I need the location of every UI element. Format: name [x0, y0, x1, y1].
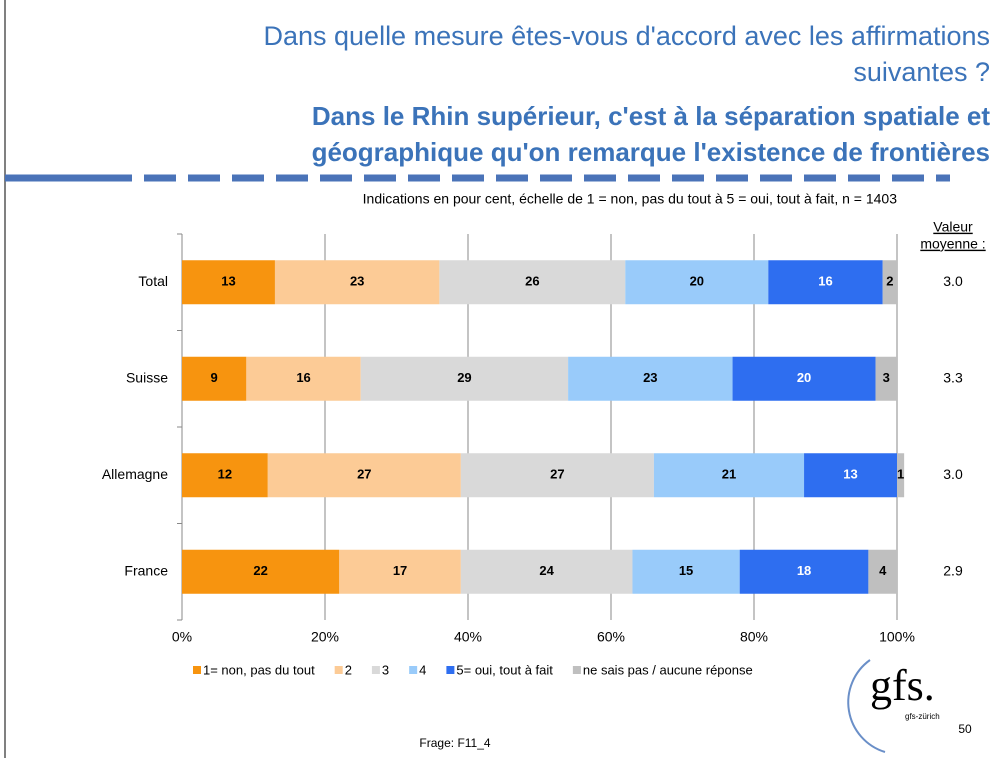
data-label: 16 — [296, 370, 310, 385]
bar-segment — [182, 356, 247, 401]
data-label: 27 — [550, 467, 564, 482]
legend-swatch — [334, 666, 343, 674]
title: Dans quelle mesure êtes-vous d'accord av… — [263, 21, 990, 51]
legend-label: 5= oui, tout à fait — [456, 662, 553, 677]
data-label: 12 — [218, 467, 232, 482]
bar-segment — [182, 260, 275, 305]
legend-swatch — [572, 666, 581, 674]
bar-segment — [625, 260, 769, 305]
legend-label: 4 — [419, 662, 426, 677]
bar-segment — [267, 453, 461, 498]
bar-segment — [460, 549, 633, 594]
mean-value: 3.0 — [943, 273, 963, 289]
legend-swatch — [446, 666, 455, 674]
data-label: 2 — [886, 274, 893, 289]
bar-segment — [868, 549, 897, 594]
bar-segment — [739, 549, 869, 594]
legend-label: 2 — [345, 662, 352, 677]
mean-value: 3.3 — [943, 369, 963, 385]
x-tick-label: 40% — [454, 629, 482, 645]
data-label: 13 — [221, 274, 235, 289]
data-label: 17 — [393, 563, 407, 578]
data-label: 23 — [643, 370, 657, 385]
data-label: 13 — [843, 467, 857, 482]
x-tick-label: 60% — [597, 629, 625, 645]
x-tick-label: 100% — [879, 629, 915, 645]
bar-segment — [274, 260, 440, 305]
data-label: 27 — [357, 467, 371, 482]
data-label: 20 — [690, 274, 704, 289]
bar-segment — [182, 453, 268, 498]
data-label: 4 — [879, 563, 887, 578]
title: suivantes ? — [853, 57, 990, 87]
mean-header: moyenne : — [920, 236, 985, 252]
data-label: 26 — [525, 274, 539, 289]
legend-label: 3 — [382, 662, 389, 677]
bar-segment — [246, 356, 361, 401]
legend-swatch — [409, 666, 418, 674]
logo: gfs. — [870, 661, 935, 710]
bar-segment — [460, 453, 654, 498]
legend-swatch — [371, 666, 380, 674]
y-tick-label: France — [124, 562, 168, 578]
x-tick-label: 0% — [172, 629, 192, 645]
statement: géographique qu'on remarque l'existence … — [312, 137, 990, 167]
data-label: 22 — [253, 563, 267, 578]
logo-subtext: gfs-zürich — [905, 712, 940, 721]
mean-header: Valeur — [933, 219, 973, 235]
data-label: 15 — [679, 563, 693, 578]
y-tick-label: Suisse — [126, 369, 168, 385]
data-label: 9 — [211, 370, 218, 385]
bar-segment — [653, 453, 805, 498]
legend-swatch — [193, 666, 201, 674]
data-label: 29 — [457, 370, 471, 385]
bar-segment — [732, 356, 876, 401]
bar-segment — [182, 549, 340, 594]
bar-segment — [882, 260, 897, 305]
bar-segment — [768, 260, 883, 305]
bar-segment — [439, 260, 626, 305]
logo-arc — [847, 659, 886, 753]
legend-label: ne sais pas / aucune réponse — [583, 662, 753, 677]
bar-segment — [339, 549, 461, 594]
y-tick-label: Allemagne — [102, 466, 168, 482]
bar-segment — [897, 453, 905, 498]
bar-segment — [804, 453, 897, 498]
data-label: 23 — [350, 274, 364, 289]
bar-segment — [568, 356, 733, 401]
subtitle: Indications en pour cent, échelle de 1 =… — [363, 191, 898, 207]
data-label: 18 — [797, 563, 811, 578]
bar-segment — [632, 549, 740, 594]
bar-segment — [875, 356, 897, 401]
mean-value: 3.0 — [943, 466, 963, 482]
statement: Dans le Rhin supérieur, c'est à la sépar… — [312, 101, 990, 131]
mean-value: 2.9 — [943, 562, 963, 578]
data-label: 21 — [722, 467, 736, 482]
footer: Frage: F11_4 — [419, 736, 490, 750]
data-label: 24 — [539, 563, 554, 578]
data-label: 16 — [818, 274, 832, 289]
x-tick-label: 80% — [740, 629, 768, 645]
data-label: 20 — [797, 370, 811, 385]
page-number: 50 — [958, 722, 972, 736]
data-label: 3 — [883, 370, 890, 385]
y-tick-label: Total — [138, 273, 168, 289]
bar-segment — [360, 356, 569, 401]
data-label: 1 — [897, 467, 904, 482]
x-tick-label: 20% — [311, 629, 339, 645]
legend-label: 1= non, pas du tout — [203, 662, 315, 677]
